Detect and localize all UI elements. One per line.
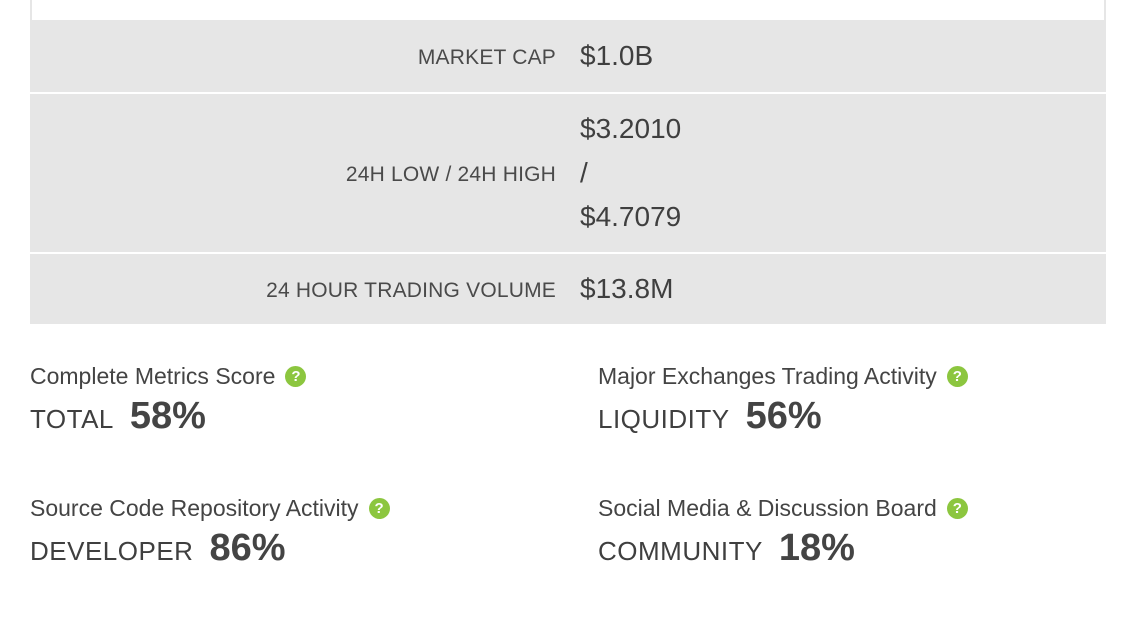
metric-liquidity-value: 56% (745, 395, 822, 437)
metric-community: Social Media & Discussion Board ? COMMUN… (598, 493, 1078, 570)
metric-developer-title-row: Source Code Repository Activity ? (30, 493, 510, 523)
volume-value: $13.8M (580, 273, 674, 304)
metric-community-label: COMMUNITY (598, 536, 763, 566)
metric-total-title-row: Complete Metrics Score ? (30, 361, 510, 391)
metric-community-line: COMMUNITY 18% (598, 527, 1078, 570)
low-high-row: 24H LOW / 24H HIGH $3.2010 / $4.7079 (30, 94, 1106, 254)
metric-community-value: 18% (778, 527, 855, 569)
metric-developer: Source Code Repository Activity ? DEVELO… (30, 493, 510, 570)
metric-liquidity: Major Exchanges Trading Activity ? LIQUI… (598, 361, 1078, 438)
low-high-label: 24H LOW / 24H HIGH (345, 163, 556, 186)
market-cap-label: MARKET CAP (417, 46, 556, 69)
metric-developer-value: 86% (209, 527, 286, 569)
metric-liquidity-line: LIQUIDITY 56% (598, 395, 1078, 438)
metric-total-title: Complete Metrics Score (30, 362, 276, 389)
panel-top-edge (30, 0, 1106, 20)
low-high-separator: / (580, 157, 588, 188)
metric-liquidity-title-row: Major Exchanges Trading Activity ? (598, 361, 1078, 391)
help-icon[interactable]: ? (946, 497, 968, 519)
metric-developer-line: DEVELOPER 86% (30, 527, 510, 570)
metric-community-title-row: Social Media & Discussion Board ? (598, 493, 1078, 523)
metric-total-line: TOTAL 58% (30, 395, 510, 438)
market-cap-row: MARKET CAP $1.0B (30, 20, 1106, 94)
market-cap-value: $1.0B (580, 40, 654, 71)
metric-developer-title: Source Code Repository Activity (30, 494, 359, 521)
volume-label: 24 HOUR TRADING VOLUME (266, 279, 556, 302)
help-icon[interactable]: ? (946, 365, 968, 387)
low-high-value: $3.2010 / $4.7079 (556, 107, 681, 239)
metric-total: Complete Metrics Score ? TOTAL 58% (30, 361, 510, 438)
help-icon[interactable]: ? (285, 365, 307, 387)
low-value: $3.2010 (580, 113, 682, 144)
metric-community-title: Social Media & Discussion Board (598, 494, 937, 521)
metric-total-label: TOTAL (30, 404, 114, 434)
help-icon[interactable]: ? (368, 497, 390, 519)
coin-stats-table: MARKET CAP $1.0B 24H LOW / 24H HIGH $3.2… (30, 20, 1106, 324)
metric-liquidity-label: LIQUIDITY (598, 404, 730, 434)
metric-total-value: 58% (129, 395, 206, 437)
metric-developer-label: DEVELOPER (30, 536, 194, 566)
volume-row: 24 HOUR TRADING VOLUME $13.8M (30, 254, 1106, 324)
high-value: $4.7079 (580, 201, 682, 232)
metric-liquidity-title: Major Exchanges Trading Activity (598, 362, 937, 389)
